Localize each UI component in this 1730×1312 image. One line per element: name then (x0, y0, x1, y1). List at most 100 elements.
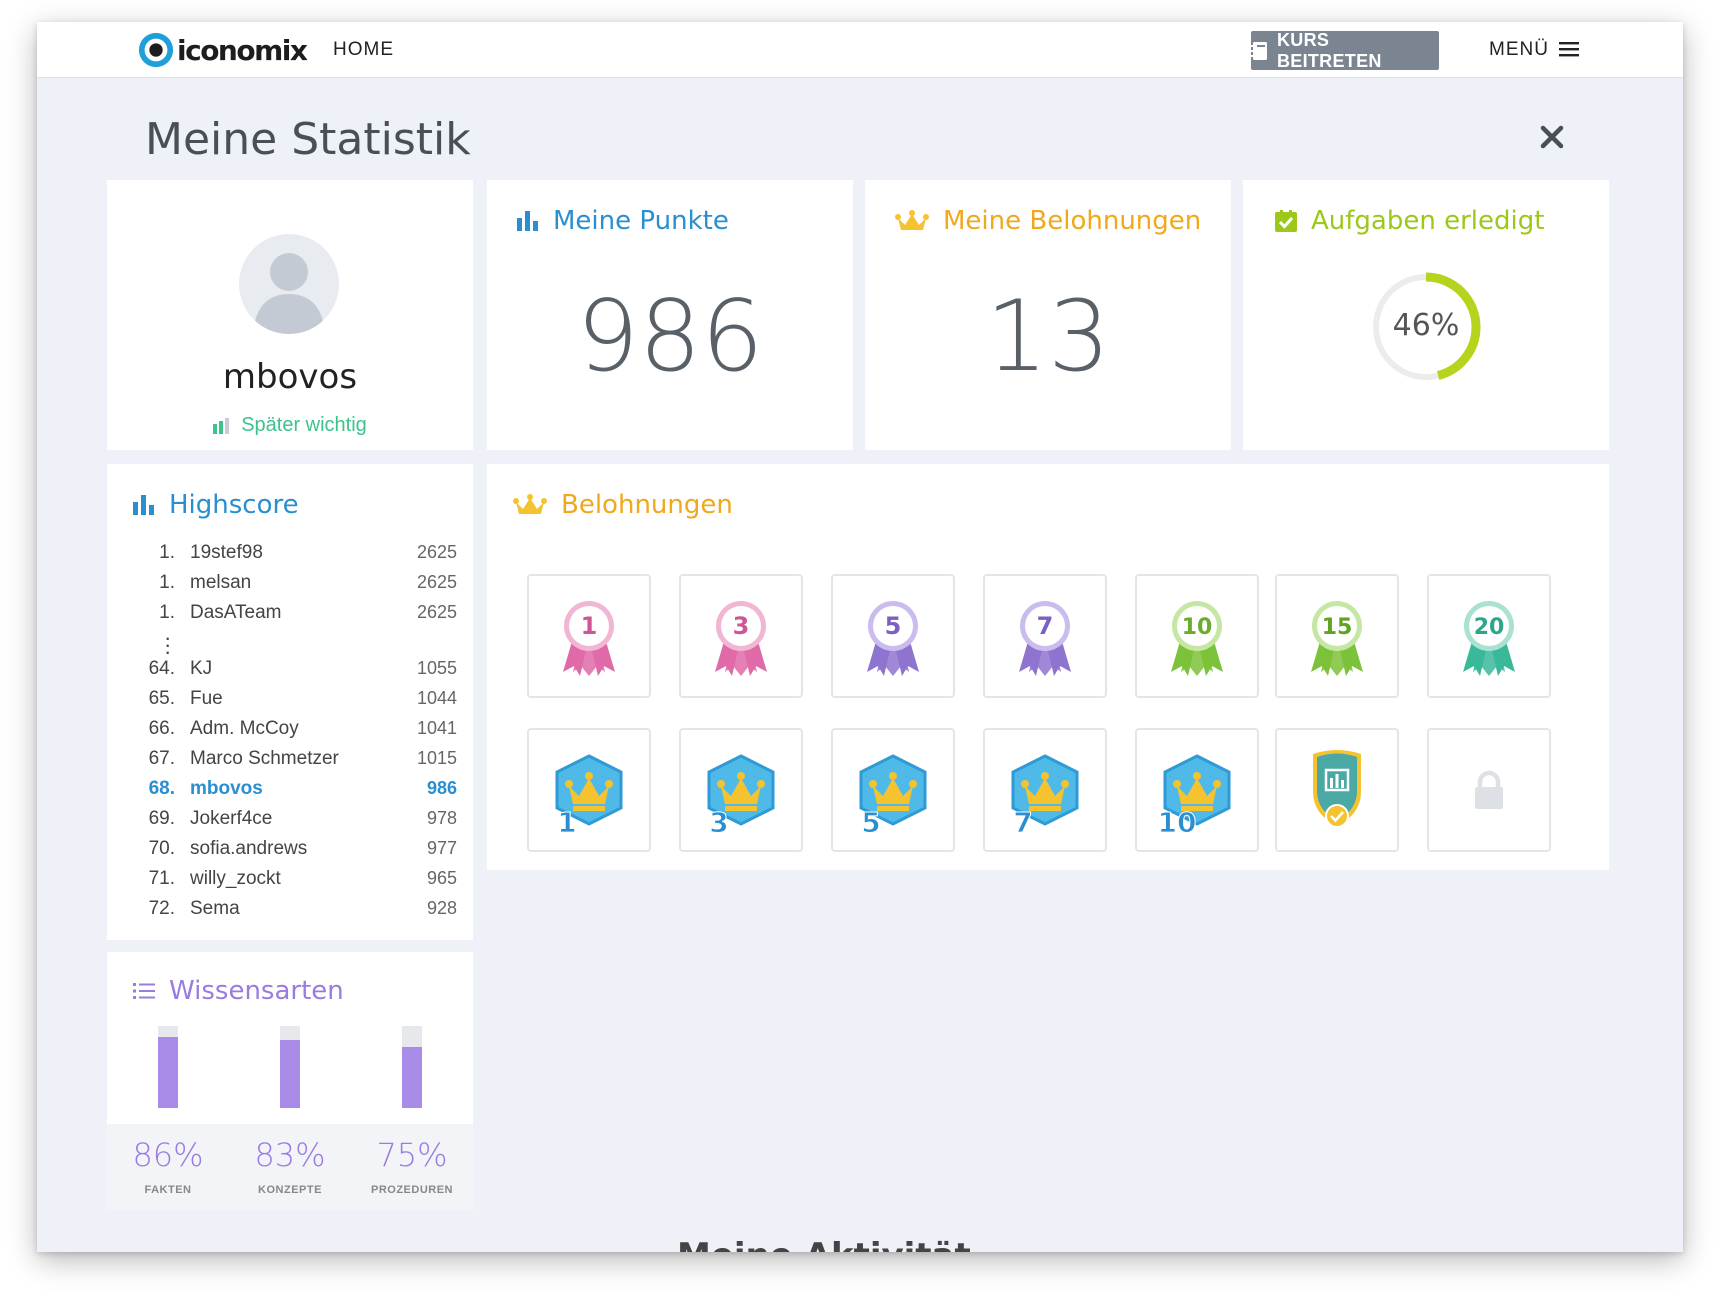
highscore-list: 1. 19stef98 2625 1. melsan 2625 1. DasATeam 26… (137, 542, 457, 928)
list-item: 69. Jokerf4ce 978 (148, 808, 457, 829)
badge-number: 3 (733, 612, 750, 640)
logo[interactable]: iconomix (137, 30, 308, 70)
list-item: 1. 19stef98 2625 (159, 542, 457, 563)
bar-fill (402, 1046, 422, 1108)
badge-crown-3[interactable]: 3 (679, 728, 803, 852)
ribbon-medal-icon: 1 (563, 601, 615, 676)
percent-value: 75% (376, 1136, 448, 1174)
hexagon-crown-icon: 7 (1011, 754, 1079, 840)
notebook-icon (1251, 41, 1267, 60)
badge-number: 5 (885, 612, 902, 640)
category-label: PROZEDUREN (370, 1184, 453, 1196)
bar-chart-icon (213, 417, 230, 434)
knowledge-col-prozeduren: 75% PROZEDUREN (351, 1124, 473, 1196)
badge-number: 10 (1158, 806, 1197, 839)
badge-ribbon-15[interactable]: 15 (1275, 574, 1399, 698)
list-item: 70. sofia.andrews 977 (148, 838, 457, 859)
percent-value: 83% (254, 1136, 326, 1174)
profile-card: mbovos Später wichtig (107, 180, 473, 450)
ribbon-medal-icon: 3 (715, 601, 767, 676)
badge-number: 7 (1037, 612, 1054, 640)
highscore-card: Highscore 1. 19stef98 2625 1. melsan 2625 1.… (107, 464, 473, 940)
badge-number: 10 (1182, 615, 1213, 640)
menu-label[interactable]: MENÜ (1489, 39, 1549, 60)
badge-locked[interactable] (1427, 728, 1551, 852)
list-icon (133, 983, 155, 999)
bar-fill (280, 1039, 300, 1108)
ribbon-medal-icon: 20 (1463, 601, 1515, 676)
ribbon-medal-icon: 15 (1311, 601, 1363, 676)
points-value: 986 (576, 280, 764, 394)
badge-number: 3 (709, 806, 728, 839)
knowledge-types-title-text: Wissensarten (169, 976, 344, 1006)
bar-konzepte (280, 1026, 300, 1108)
badge-shield[interactable] (1275, 728, 1399, 852)
knowledge-types-title: Wissensarten (133, 976, 344, 1006)
close-icon[interactable] (1539, 124, 1565, 150)
rewards-count-title-text: Meine Belohnungen (943, 206, 1202, 236)
list-item: 72. Sema 928 (148, 898, 457, 919)
list-item: 1. DasATeam 2625 (159, 602, 457, 623)
knowledge-summary: 86% FAKTEN 83% KONZEPTE 75% PROZEDUREN (107, 1124, 473, 1210)
points-title: Meine Punkte (517, 206, 729, 236)
category-label: KONZEPTE (258, 1184, 322, 1196)
badge-ribbon-1[interactable]: 1 (527, 574, 651, 698)
list-item: 1. melsan 2625 (159, 572, 457, 593)
crown-icon (895, 210, 929, 230)
app-window: iconomix HOME KURS BEITRETEN MENÜ Meine … (37, 22, 1683, 1252)
ribbon-medal-icon: 10 (1171, 601, 1223, 676)
badge-crown-5[interactable]: 5 (831, 728, 955, 852)
hamburger-menu-icon[interactable] (1559, 40, 1579, 58)
tasks-card: Aufgaben erledigt 46% (1243, 180, 1609, 450)
section-heading-activity: Meine Aktivität (677, 1236, 971, 1252)
list-item: 65. Fue 1044 (148, 688, 457, 709)
list-item-current-user: 68. mbovos 986 (148, 778, 457, 799)
top-navbar: iconomix HOME KURS BEITRETEN MENÜ (37, 22, 1683, 78)
shield-chart-icon (1313, 750, 1361, 828)
percent-value: 86% (132, 1136, 204, 1174)
nav-home-link[interactable]: HOME (333, 39, 394, 60)
badge-number: 15 (1322, 615, 1353, 640)
badge-crown-7[interactable]: 7 (983, 728, 1107, 852)
badge-crown-10[interactable]: 10 (1135, 728, 1259, 852)
list-item: 71. willy_zockt 965 (148, 868, 457, 889)
badge-ribbon-5[interactable]: 5 (831, 574, 955, 698)
rewards-count-value: 13 (985, 280, 1111, 394)
highscore-title-text: Highscore (169, 490, 299, 520)
tasks-title: Aufgaben erledigt (1275, 206, 1544, 236)
progress-ring-fill (1371, 272, 1481, 382)
badge-ribbon-10[interactable]: 10 (1135, 574, 1259, 698)
hexagon-crown-icon: 10 (1157, 754, 1231, 840)
bar-fill (158, 1037, 178, 1108)
user-silhouette-icon (253, 253, 325, 334)
join-course-button[interactable]: KURS BEITRETEN (1251, 29, 1439, 71)
ribbon-medal-icon: 7 (1019, 601, 1071, 676)
badge-ribbon-7[interactable]: 7 (983, 574, 1107, 698)
status-badge: Später wichtig (107, 414, 473, 437)
badge-number: 7 (1013, 806, 1032, 839)
badge-number: 1 (581, 612, 598, 640)
knowledge-col-konzepte: 83% KONZEPTE (229, 1124, 351, 1196)
badges-card: Belohnungen 1 3 5 7 10 15 20 1 3 5 7 10 (487, 464, 1609, 870)
badges-title: Belohnungen (513, 490, 733, 520)
knowledge-bars (107, 1026, 473, 1116)
progress-ring (1371, 272, 1481, 382)
hexagon-crown-icon: 3 (707, 754, 775, 840)
ellipsis-vertical-icon: · · · (164, 625, 172, 664)
bar-chart-icon (133, 495, 154, 515)
knowledge-types-card: Wissensarten 86% FAKTEN 83% KONZEPTE 75%… (107, 952, 473, 1210)
badge-crown-1[interactable]: 1 (527, 728, 651, 852)
hexagon-crown-icon: 5 (859, 754, 927, 840)
tasks-percent: 46% (1392, 308, 1460, 343)
join-course-label: KURS BEITRETEN (1276, 29, 1382, 71)
list-item: 66. Adm. McCoy 1041 (148, 718, 457, 739)
points-title-text: Meine Punkte (553, 206, 729, 236)
list-item: 67. Marco Schmetzer 1015 (148, 748, 457, 769)
ribbon-medal-icon: 5 (867, 601, 919, 676)
badge-ribbon-3[interactable]: 3 (679, 574, 803, 698)
category-label: FAKTEN (144, 1184, 192, 1196)
username: mbovos (222, 357, 358, 397)
page-title: Meine Statistik (145, 114, 471, 165)
badge-ribbon-20[interactable]: 20 (1427, 574, 1551, 698)
lock-icon (1475, 770, 1503, 809)
